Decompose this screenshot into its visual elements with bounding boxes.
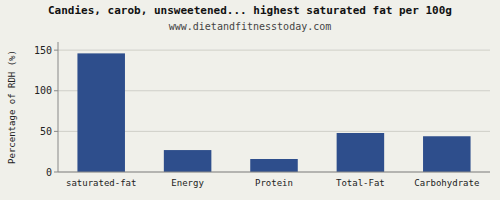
bar (250, 159, 298, 172)
page: {"chart_data": {"type": "bar", "title": … (0, 0, 500, 200)
grid-line (58, 172, 490, 173)
y-tick (54, 50, 58, 51)
bar (77, 53, 125, 172)
y-tick (54, 172, 58, 173)
y-tick-label: 150 (34, 45, 52, 56)
bar (164, 150, 212, 172)
y-tick-label: 100 (34, 85, 52, 96)
x-tick-label: Energy (171, 178, 204, 188)
x-tick-label: Carbohydrate (414, 178, 479, 188)
y-tick (54, 90, 58, 91)
y-tick-label: 50 (40, 126, 52, 137)
subtitle: www.dietandfitnesstoday.com (169, 21, 332, 32)
bar (423, 136, 471, 172)
chart-svg: Candies, carob, unsweetened... highest s… (0, 0, 500, 200)
chart-container: Candies, carob, unsweetened... highest s… (0, 0, 500, 200)
x-tick-label: saturated-fat (66, 178, 136, 188)
y-axis-line (58, 42, 59, 172)
x-axis-line (58, 172, 490, 173)
x-tick-label: Total-Fat (336, 178, 385, 188)
y-tick-label: 0 (46, 167, 52, 178)
bar (337, 133, 385, 172)
bars (77, 53, 470, 172)
x-tick-label: Protein (255, 178, 293, 188)
title: Candies, carob, unsweetened... highest s… (48, 4, 452, 17)
y-axis-label: Percentage of RDH (%) (7, 50, 17, 164)
grid-line (58, 50, 490, 51)
background (0, 0, 500, 200)
y-grid (58, 50, 490, 172)
y-tick (54, 131, 58, 132)
